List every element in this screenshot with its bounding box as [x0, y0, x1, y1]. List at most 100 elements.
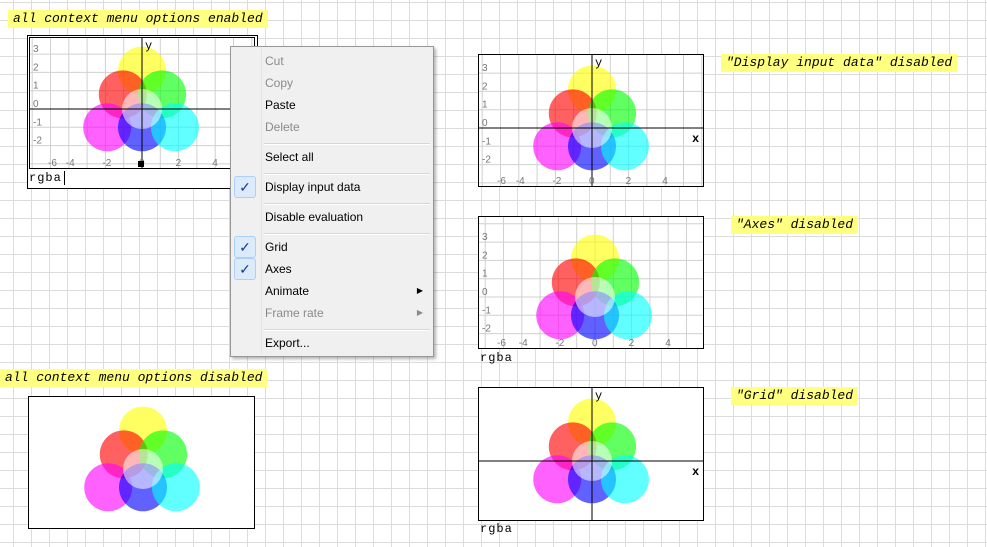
- note-disabled: all context menu options disabled: [0, 369, 268, 387]
- menu-separator: [264, 203, 430, 205]
- input-data-label: rgba: [480, 351, 513, 365]
- input-data-field[interactable]: rgba: [29, 171, 65, 185]
- y-tick-label: 3: [482, 63, 488, 74]
- circle-white: [575, 277, 615, 317]
- menu-item-label: Frame rate: [265, 306, 324, 320]
- y-axis-label: y: [595, 389, 602, 403]
- plot-all-disabled[interactable]: [28, 396, 255, 529]
- circle-magenta: [536, 291, 585, 340]
- menu-item-paste[interactable]: Paste: [265, 95, 429, 115]
- y-tick-label: -1: [482, 305, 491, 316]
- menu-item-label: Animate: [265, 284, 310, 298]
- x-tick-label: 0: [589, 176, 595, 186]
- note-no-axes: "Axes" disabled: [731, 216, 859, 234]
- note-no-grid: "Grid" disabled: [731, 387, 859, 405]
- menu-item-select-all[interactable]: Select all: [265, 147, 429, 167]
- menu-item-label: Delete: [265, 120, 300, 134]
- circle-magenta: [83, 103, 132, 152]
- input-data-label: rgba: [480, 522, 513, 536]
- circle-cyan: [151, 463, 200, 512]
- menu-gutter: [261, 49, 262, 354]
- plot-no-axes[interactable]: -6 -4 -2 0 2 4 3 2 1 0 -1 -2: [478, 216, 704, 349]
- menu-separator: [264, 173, 430, 175]
- circle-magenta: [533, 122, 582, 171]
- circle-cyan: [150, 103, 199, 152]
- plot-canvas: yx: [479, 388, 703, 520]
- x-tick-label: 2: [629, 338, 635, 348]
- checkmark-icon: ✓: [234, 258, 256, 280]
- x-tick-label: 4: [662, 176, 668, 186]
- x-tick-label: 2: [176, 158, 182, 168]
- menu-item-export[interactable]: Export...: [265, 333, 429, 353]
- menu-item-label: Cut: [265, 54, 284, 68]
- menu-item-disable-evaluation[interactable]: Disable evaluation: [265, 207, 429, 227]
- menu-item-cut[interactable]: Cut: [265, 51, 429, 71]
- circle-cyan: [600, 122, 649, 171]
- x-tick-label: 0: [592, 338, 598, 348]
- y-tick-label: 2: [482, 81, 488, 92]
- menu-item-display-input-data[interactable]: Display input data: [265, 177, 429, 197]
- y-tick-label: 3: [482, 232, 488, 243]
- y-tick-label: 1: [482, 269, 488, 280]
- x-tick-label: -2: [102, 158, 111, 168]
- x-tick-label: 4: [212, 158, 218, 168]
- plot-no-input[interactable]: y x -6 -4 -2 0 2 4 3 2 1 0 -1 -2: [478, 54, 704, 187]
- x-tick-label: -4: [66, 158, 75, 168]
- menu-item-copy[interactable]: Copy: [265, 73, 429, 93]
- plot-canvas: y x -6 -4 -2 0 2 4 3 2 1 0 -1 -2: [479, 55, 703, 186]
- menu-item-frame-rate[interactable]: Frame rate ▶: [265, 303, 429, 323]
- menu-item-label: Paste: [265, 98, 296, 112]
- plot-canvas: [84, 406, 200, 512]
- checkmark-icon: ✓: [234, 236, 256, 258]
- checkmark-icon: ✓: [234, 176, 256, 198]
- menu-item-animate[interactable]: Animate ▶: [265, 281, 429, 301]
- y-tick-label: 2: [33, 62, 39, 73]
- note-enabled: all context menu options enabled: [8, 10, 268, 28]
- menu-separator: [264, 233, 430, 235]
- y-tick-label: 1: [33, 81, 39, 92]
- y-tick-label: 3: [33, 44, 39, 55]
- x-axis-label: x: [692, 465, 699, 479]
- circle-white: [123, 449, 163, 489]
- menu-item-grid[interactable]: Grid: [265, 237, 429, 257]
- y-tick-label: 0: [482, 118, 488, 129]
- x-tick-label: -6: [497, 338, 506, 348]
- y-tick-label: -2: [482, 155, 491, 166]
- menu-separator: [264, 329, 430, 331]
- y-tick-label: -1: [33, 117, 42, 128]
- y-axis-label: y: [595, 56, 602, 70]
- circle-cyan: [603, 291, 652, 340]
- y-tick-label: 2: [482, 250, 488, 261]
- y-tick-label: -2: [482, 324, 491, 335]
- submenu-arrow-icon: ▶: [416, 308, 423, 317]
- menu-item-delete[interactable]: Delete: [265, 117, 429, 137]
- menu-item-label: Copy: [265, 76, 294, 90]
- circle-magenta: [533, 455, 582, 504]
- menu-item-axes[interactable]: Axes: [265, 259, 429, 279]
- x-tick-label: -4: [519, 338, 528, 348]
- y-tick-label: 0: [33, 99, 39, 110]
- menu-item-label: Export...: [265, 336, 310, 350]
- plot-canvas: -6 -4 -2 0 2 4 3 2 1 0 -1 -2: [479, 217, 703, 348]
- x-tick-label: -4: [516, 176, 525, 186]
- x-tick-label: -2: [555, 338, 564, 348]
- y-tick-label: -2: [33, 136, 42, 147]
- menu-item-label: Select all: [265, 150, 314, 164]
- resize-handle[interactable]: [138, 161, 144, 167]
- menu-item-label: Display input data: [265, 180, 361, 194]
- x-tick-label: 4: [665, 338, 671, 348]
- circle-magenta: [84, 463, 133, 512]
- context-menu: Cut Copy Paste Delete Select all ✓ Display inp…: [230, 46, 434, 357]
- menu-item-label: Disable evaluation: [265, 210, 364, 224]
- y-tick-label: 0: [482, 287, 488, 298]
- x-tick-label: 2: [626, 176, 632, 186]
- submenu-arrow-icon: ▶: [416, 286, 423, 295]
- y-tick-label: 1: [482, 100, 488, 111]
- menu-item-label: Grid: [265, 240, 288, 254]
- y-tick-label: -1: [482, 136, 491, 147]
- x-tick-label: -2: [552, 176, 561, 186]
- x-tick-label: -6: [48, 158, 57, 168]
